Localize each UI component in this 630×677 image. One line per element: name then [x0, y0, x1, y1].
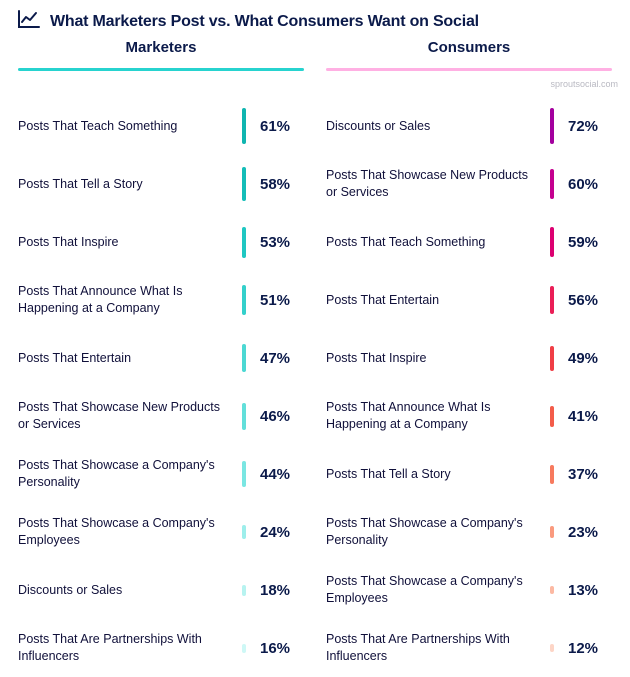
row-label: Posts That Tell a Story [326, 466, 550, 483]
row-percent: 60% [568, 176, 612, 193]
row-tick [242, 108, 246, 144]
data-row: Posts That Showcase a Company's Personal… [326, 503, 612, 561]
data-row: Posts That Showcase New Products or Serv… [18, 387, 304, 445]
row-percent: 49% [568, 350, 612, 367]
row-percent: 13% [568, 582, 612, 599]
rows-marketers: Posts That Teach Something61%Posts That … [18, 97, 304, 677]
row-percent: 37% [568, 466, 612, 483]
data-row: Posts That Showcase a Company's Personal… [18, 445, 304, 503]
row-label: Posts That Are Partnerships With Influen… [18, 631, 242, 665]
data-row: Posts That Announce What Is Happening at… [18, 271, 304, 329]
row-tick [242, 585, 246, 596]
chart-icon [18, 10, 40, 33]
row-tick [550, 406, 554, 427]
row-percent: 59% [568, 234, 612, 251]
row-tick [242, 403, 246, 430]
row-tick [242, 227, 246, 258]
row-label: Posts That Announce What Is Happening at… [18, 283, 242, 317]
row-percent: 51% [260, 292, 304, 309]
row-percent: 53% [260, 234, 304, 251]
row-tick [242, 344, 246, 372]
row-tick [550, 169, 554, 199]
row-percent: 58% [260, 176, 304, 193]
infographic-title: What Marketers Post vs. What Consumers W… [50, 13, 479, 31]
row-label: Posts That Showcase a Company's Employee… [326, 573, 550, 607]
row-percent: 44% [260, 466, 304, 483]
row-tick [550, 227, 554, 257]
row-percent: 61% [260, 118, 304, 135]
row-label: Posts That Announce What Is Happening at… [326, 399, 550, 433]
row-label: Posts That Entertain [326, 292, 550, 309]
data-row: Posts That Showcase New Products or Serv… [326, 155, 612, 213]
row-tick [242, 525, 246, 539]
row-label: Posts That Tell a Story [18, 176, 242, 193]
row-percent: 18% [260, 582, 304, 599]
column-header-marketers: Marketers [18, 39, 304, 68]
row-percent: 41% [568, 408, 612, 425]
row-tick [550, 108, 554, 144]
row-percent: 16% [260, 640, 304, 657]
columns: Marketers Posts That Teach Something61%P… [18, 39, 612, 677]
data-row: Posts That Entertain 56% [326, 271, 612, 329]
title-row: What Marketers Post vs. What Consumers W… [18, 10, 612, 33]
row-label: Discounts or Sales [326, 118, 550, 135]
row-tick [550, 644, 554, 652]
row-label: Posts That Teach Something [326, 234, 550, 251]
row-label: Posts That Showcase New Products or Serv… [326, 167, 550, 201]
data-row: Posts That Announce What Is Happening at… [326, 387, 612, 445]
row-percent: 12% [568, 640, 612, 657]
row-percent: 47% [260, 350, 304, 367]
row-label: Posts That Teach Something [18, 118, 242, 135]
column-header-consumers: Consumers [326, 39, 612, 68]
row-percent: 23% [568, 524, 612, 541]
column-consumers: Consumers sproutsocial.com Discounts or … [326, 39, 612, 677]
data-row: Posts That Are Partnerships With Influen… [18, 619, 304, 677]
column-marketers: Marketers Posts That Teach Something61%P… [18, 39, 304, 677]
row-label: Posts That Showcase a Company's Personal… [326, 515, 550, 549]
row-percent: 24% [260, 524, 304, 541]
data-row: Posts That Inspire 49% [326, 329, 612, 387]
column-rule-marketers [18, 68, 304, 71]
row-tick [242, 461, 246, 487]
row-label: Posts That Inspire [326, 350, 550, 367]
infographic-root: What Marketers Post vs. What Consumers W… [0, 0, 630, 677]
row-percent: 46% [260, 408, 304, 425]
data-row: Posts That Showcase a Company's Employee… [326, 561, 612, 619]
data-row: Posts That Showcase a Company's Employee… [18, 503, 304, 561]
row-tick [242, 644, 246, 653]
data-row: Discounts or Sales 18% [18, 561, 304, 619]
data-row: Posts That Teach Something 59% [326, 213, 612, 271]
row-tick [550, 465, 554, 484]
row-label: Posts That Showcase a Company's Personal… [18, 457, 242, 491]
row-label: Posts That Entertain [18, 350, 242, 367]
row-label: Posts That Are Partnerships With Influen… [326, 631, 550, 665]
row-label: Posts That Showcase a Company's Employee… [18, 515, 242, 549]
data-row: Posts That Are Partnerships With Influen… [326, 619, 612, 677]
row-tick [242, 167, 246, 201]
row-label: Discounts or Sales [18, 582, 242, 599]
column-rule-consumers [326, 68, 612, 71]
rows-consumers: Discounts or Sales 72% Posts That Showcase… [326, 97, 612, 677]
row-label: Posts That Showcase New Products or Serv… [18, 399, 242, 433]
row-label: Posts That Inspire [18, 234, 242, 251]
data-row: Posts That Tell a Story 37% [326, 445, 612, 503]
row-tick [550, 346, 554, 371]
data-row: Discounts or Sales 72% [326, 97, 612, 155]
row-tick [550, 286, 554, 314]
row-percent: 56% [568, 292, 612, 309]
watermark: sproutsocial.com [550, 79, 618, 89]
row-tick [242, 285, 246, 315]
data-row: Posts That Tell a Story 58% [18, 155, 304, 213]
row-percent: 72% [568, 118, 612, 135]
row-tick [550, 526, 554, 538]
data-row: Posts That Teach Something 61% [18, 97, 304, 155]
data-row: Posts That Entertain 47% [18, 329, 304, 387]
data-row: Posts That Inspire 53% [18, 213, 304, 271]
row-tick [550, 586, 554, 594]
